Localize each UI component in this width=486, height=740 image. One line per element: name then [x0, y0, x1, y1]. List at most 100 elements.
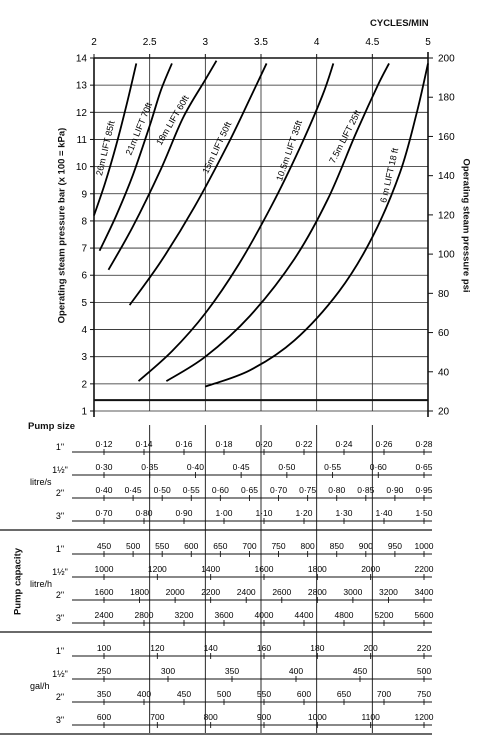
y-tick-label: 10 [76, 162, 88, 173]
capacity-value: 100 [97, 643, 111, 653]
capacity-value: 3000 [343, 587, 362, 597]
capacity-value: 0·55 [324, 462, 341, 472]
capacity-value: 2000 [166, 587, 185, 597]
capacity-value: 4800 [335, 610, 354, 620]
capacity-value: 450 [177, 689, 191, 699]
capacity-value: 600 [297, 689, 311, 699]
capacity-value: 2800 [308, 587, 327, 597]
capacity-value: 1·30 [335, 508, 352, 518]
capacity-value: 800 [204, 712, 218, 722]
capacity-value: 550 [155, 541, 169, 551]
capacity-value: 140 [204, 643, 218, 653]
lift-curve [93, 63, 138, 216]
capacity-value: 750 [417, 689, 431, 699]
capacity-value: 350 [225, 666, 239, 676]
capacity-value: 550 [257, 689, 271, 699]
capacity-value: 250 [97, 666, 111, 676]
capacity-value: 750 [271, 541, 285, 551]
capacity-value: 500 [417, 666, 431, 676]
capacity-value: 0·40 [95, 485, 112, 495]
capacity-value: 220 [417, 643, 431, 653]
capacity-value: 4000 [255, 610, 274, 620]
y-tick-label: 12 [76, 108, 88, 119]
y-right-tick-label: 60 [438, 328, 450, 339]
capacity-value: 1000 [415, 541, 434, 551]
capacity-value: 200 [364, 643, 378, 653]
capacity-value: 500 [217, 689, 231, 699]
pump-size-row-label: 2" [56, 692, 64, 702]
capacity-value: 650 [337, 689, 351, 699]
capacity-value: 900 [359, 541, 373, 551]
capacity-value: 0·60 [212, 485, 229, 495]
capacity-value: 0·50 [154, 485, 171, 495]
x-tick-label: 4.5 [365, 37, 379, 48]
pump-size-row-label: 1½" [52, 465, 68, 475]
y-right-tick-label: 160 [438, 132, 455, 143]
lift-curve [165, 63, 390, 382]
x-tick-label: 3 [203, 37, 209, 48]
capacity-value: 900 [257, 712, 271, 722]
y-right-tick-label: 180 [438, 93, 455, 104]
pump-size-row-label: 1" [56, 442, 64, 452]
capacity-value: 0·95 [415, 485, 432, 495]
pump-size-row-label: 1½" [52, 669, 68, 679]
capacity-value: 1600 [95, 587, 114, 597]
pump-size-row-label: 3" [56, 613, 64, 623]
y-right-tick-label: 80 [438, 289, 450, 300]
capacity-value: 300 [161, 666, 175, 676]
curve-label: 6 m LIFT 18 ft [378, 147, 400, 204]
y-tick-label: 5 [81, 298, 87, 309]
capacity-value: 1400 [201, 564, 220, 574]
capacity-value: 0·55 [183, 485, 200, 495]
y-tick-label: 13 [76, 81, 88, 92]
capacity-value: 0·26 [375, 439, 392, 449]
capacity-value: 120 [150, 643, 164, 653]
capacity-value: 2400 [237, 587, 256, 597]
capacity-value: 0·30 [95, 462, 112, 472]
capacity-value: 0·22 [295, 439, 312, 449]
capacity-value: 3200 [175, 610, 194, 620]
capacity-value: 0·65 [241, 485, 258, 495]
capacity-value: 500 [126, 541, 140, 551]
capacity-value: 0·45 [125, 485, 142, 495]
capacity-value: 0·14 [135, 439, 152, 449]
lift-curve [205, 63, 429, 388]
pump-capacity-label: Pump capacity [12, 547, 24, 616]
y-tick-label: 1 [81, 407, 87, 418]
capacity-value: 2600 [272, 587, 291, 597]
capacity-value: 350 [97, 689, 111, 699]
y-tick-label: 6 [81, 271, 87, 282]
capacity-value: 3200 [379, 587, 398, 597]
capacity-unit-label: gal/h [30, 681, 50, 691]
capacity-value: 1200 [415, 712, 434, 722]
capacity-value: 1100 [362, 712, 381, 722]
capacity-value: 0·45 [233, 462, 250, 472]
lift-curve [98, 63, 173, 252]
capacity-value: 0·80 [135, 508, 152, 518]
capacity-value: 5600 [415, 610, 434, 620]
capacity-value: 0·90 [175, 508, 192, 518]
capacity-value: 2400 [95, 610, 114, 620]
capacity-value: 180 [310, 643, 324, 653]
capacity-value: 850 [330, 541, 344, 551]
capacity-value: 1000 [308, 712, 327, 722]
capacity-value: 0·60 [370, 462, 387, 472]
pump-size-row-label: 2" [56, 488, 64, 498]
capacity-value: 950 [388, 541, 402, 551]
capacity-value: 0·65 [415, 462, 432, 472]
pump-size-row-label: 3" [56, 511, 64, 521]
capacity-value: 2000 [361, 564, 380, 574]
y-tick-label: 14 [76, 54, 88, 65]
capacity-value: 0·70 [270, 485, 287, 495]
capacity-unit-label: litre/h [30, 579, 52, 589]
y-right-tick-label: 120 [438, 210, 455, 221]
right-axis-label: Operating steam pressure psi [460, 158, 472, 293]
capacity-value: 0·28 [415, 439, 432, 449]
capacity-value: 0·90 [386, 485, 403, 495]
capacity-value: 2200 [201, 587, 220, 597]
x-tick-label: 2.5 [143, 37, 157, 48]
capacity-value: 600 [184, 541, 198, 551]
x-tick-label: 5 [425, 37, 431, 48]
capacity-value: 0·70 [95, 508, 112, 518]
